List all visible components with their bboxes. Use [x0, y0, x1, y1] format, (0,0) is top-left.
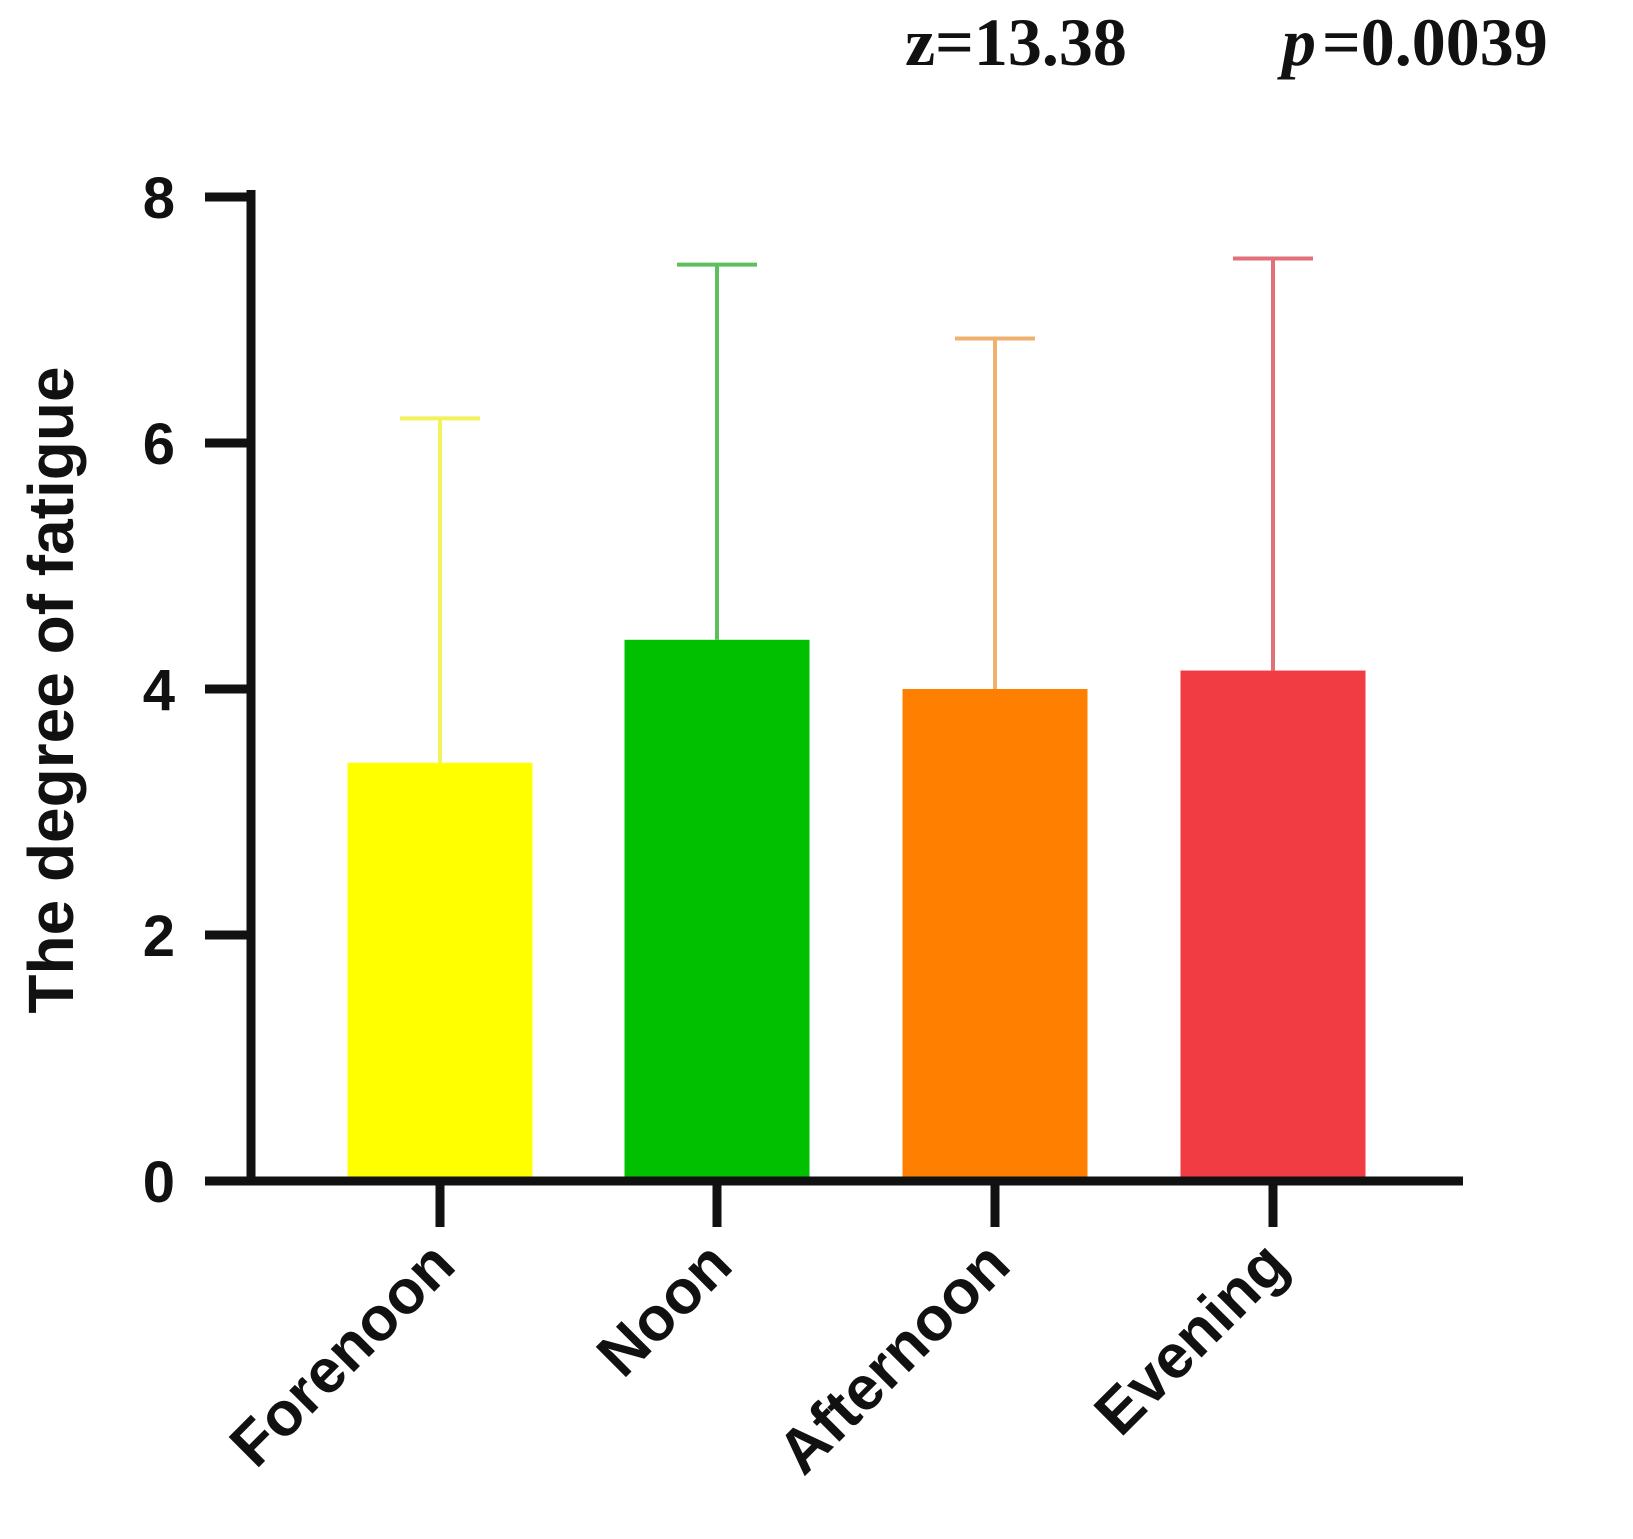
p-symbol-label: p	[1277, 4, 1316, 80]
y-tick-label-2: 2	[143, 904, 175, 969]
x-tick-label-noon: Noon	[584, 1229, 745, 1390]
bar-noon	[624, 639, 810, 1181]
y-ticks-layer: 0 2 4 6 8	[143, 166, 251, 1215]
y-tick-label-0: 0	[143, 1150, 175, 1215]
y-tick-label-4: 4	[143, 658, 175, 723]
bar-forenoon	[347, 762, 533, 1181]
x-tick-label-forenoon: Forenoon	[217, 1229, 468, 1480]
bars-layer	[347, 639, 1366, 1181]
x-tick-label-afternoon: Afternoon	[765, 1229, 1023, 1487]
bar-afternoon	[902, 689, 1088, 1181]
y-tick-label-8: 8	[143, 166, 175, 231]
bar-evening	[1180, 670, 1366, 1181]
error-bars-layer	[400, 256, 1313, 763]
y-axis-title: The degree of fatigue	[15, 366, 87, 1013]
x-ticks-layer: Forenoon Noon Afternoon Evening	[217, 1181, 1301, 1487]
y-tick-label-6: 6	[143, 412, 175, 477]
x-tick-label-evening: Evening	[1082, 1229, 1301, 1448]
p-value-label: =0.0039	[1322, 4, 1548, 80]
z-statistic-label: z=13.38	[905, 4, 1127, 80]
